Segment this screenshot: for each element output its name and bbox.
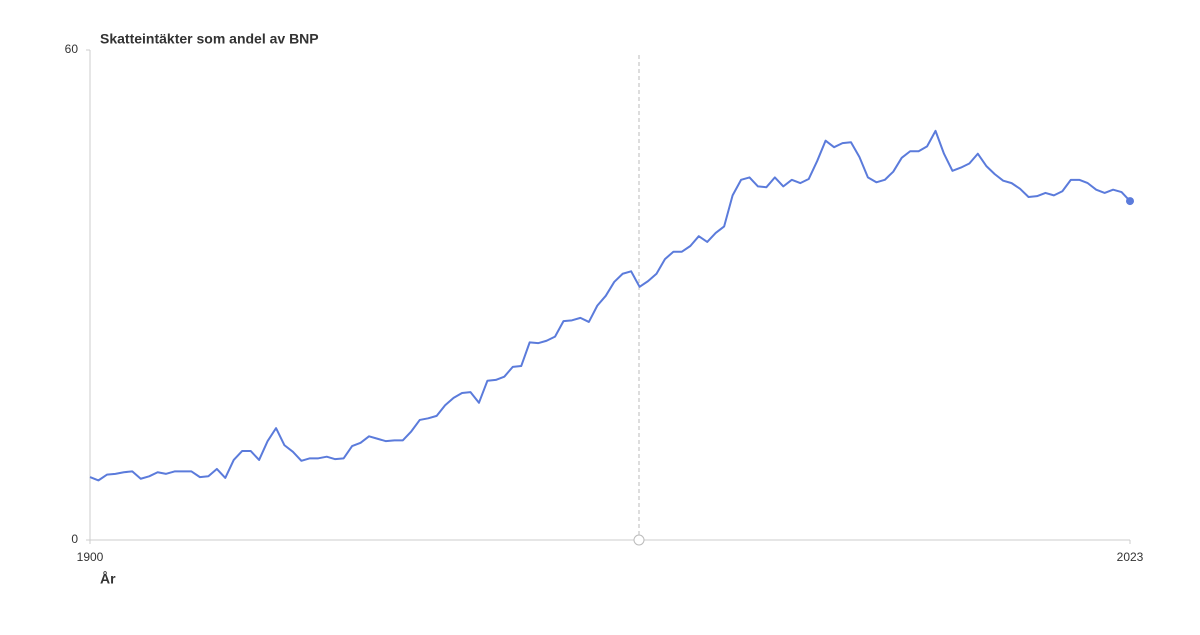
data-line xyxy=(89,129,1131,482)
y-tick-label: 60 xyxy=(65,42,79,56)
hover-handle[interactable] xyxy=(633,534,645,546)
chart-title: Skatteintäkter som andel av BNP xyxy=(100,31,319,47)
x-axis-label: År xyxy=(100,571,116,587)
x-tick-label: 2023 xyxy=(1117,550,1144,564)
y-tick-label: 0 xyxy=(71,532,78,546)
x-tick-label: 1900 xyxy=(77,550,104,564)
end-point xyxy=(1126,197,1134,206)
